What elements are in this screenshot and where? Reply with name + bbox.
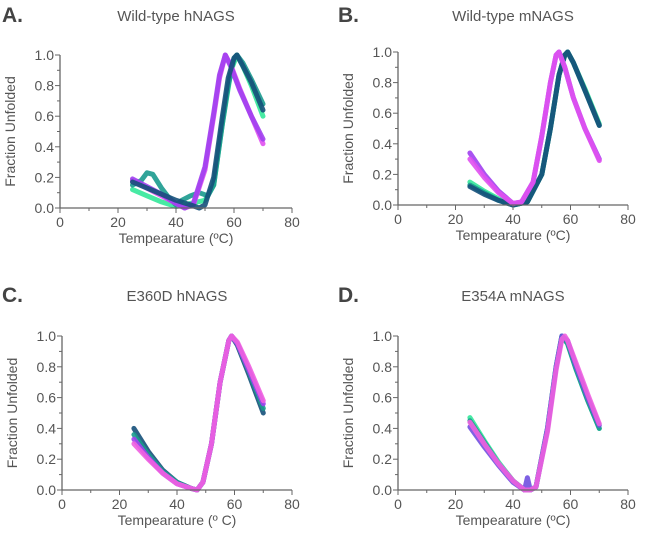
x-tick-label: 0: [394, 496, 402, 512]
x-tick-label: 0: [58, 496, 66, 512]
y-tick-label: 0.0: [373, 197, 393, 213]
chart-title: Wild-type hNAGS: [117, 8, 235, 25]
x-tick-label: 80: [284, 214, 300, 230]
x-tick-label: 60: [226, 214, 242, 230]
y-tick-label: 0.0: [35, 200, 55, 216]
series-line-1: [467, 333, 602, 493]
x-tick-label: 80: [620, 211, 636, 227]
panel-letter: A.: [2, 4, 23, 27]
chart-panel-a: A. Wild-type hNAGS 0 20 40 60 80 0.0 0.2 0.4 0.6 0.…: [2, 4, 300, 246]
x-axis-label: Tempearature (º C): [118, 512, 237, 528]
y-axis-label: Fraction Unfolded: [340, 73, 356, 184]
y-tick-label: 1.0: [373, 44, 393, 60]
y-tick-label: 0.6: [373, 105, 393, 121]
y-tick-label: 1.0: [35, 47, 55, 63]
y-tick-label: 0.4: [37, 420, 57, 436]
y-tick-label: 0.2: [373, 451, 393, 467]
chart-title: Wild-type mNAGS: [452, 8, 574, 25]
y-tick-label: 0.4: [373, 420, 393, 436]
y-tick-label: 0.6: [373, 390, 393, 406]
x-tick-label: 60: [227, 496, 243, 512]
series-line-4: [467, 49, 602, 206]
chart-panel-c: C. E360D hNAGS 0 20 40 60 80 0.0 0.2 0.4 0.6 0.8 1.0…: [2, 284, 300, 528]
y-tick-label: 1.0: [37, 328, 57, 344]
y-tick-label: 0.2: [35, 169, 55, 185]
y-tick-label: 0.8: [373, 75, 393, 91]
x-tick-label: 80: [620, 496, 636, 512]
chart-panel-b: B. Wild-type mNAGS 0 20 40 60 80 0.0 0.2 0.4 0.6 0.…: [338, 4, 636, 243]
y-axis-label: Fraction Unfolded: [340, 358, 356, 469]
x-tick-label: 20: [448, 211, 464, 227]
panel-letter: D.: [338, 284, 359, 307]
series-line-2: [467, 333, 602, 493]
y-tick-label: 0.8: [35, 78, 55, 94]
y-tick-label: 0.8: [37, 359, 57, 375]
y-axis-label: Fraction Unfolded: [4, 358, 20, 469]
x-tick-label: 40: [505, 496, 521, 512]
x-tick-label: 40: [505, 211, 521, 227]
x-axis-label: Tempearature (ºC): [456, 227, 571, 243]
x-tick-label: 20: [110, 214, 126, 230]
x-tick-label: 60: [563, 211, 579, 227]
chart-title: E360D hNAGS: [127, 288, 228, 305]
x-tick-label: 20: [448, 496, 464, 512]
chart-panel-d: D. E354A mNAGS 0 20 40 60 80 0.0 0.2 0.4 0.6 0.8 1.0…: [338, 284, 636, 528]
x-tick-label: 60: [563, 496, 579, 512]
series-line-3: [467, 333, 602, 493]
y-tick-label: 0.2: [373, 166, 393, 182]
y-tick-label: 0.0: [37, 482, 57, 498]
series-line-0: [467, 333, 602, 493]
x-tick-label: 20: [112, 496, 128, 512]
series-line-3: [131, 333, 266, 493]
series-line-2: [467, 49, 602, 208]
x-tick-label: 80: [284, 496, 300, 512]
y-tick-label: 0.6: [37, 390, 57, 406]
x-tick-label: 0: [394, 211, 402, 227]
y-tick-label: 0.4: [35, 139, 55, 155]
y-axis-label: Fraction Unfolded: [2, 76, 18, 187]
y-tick-label: 0.0: [373, 482, 393, 498]
y-tick-label: 0.8: [373, 359, 393, 375]
x-axis-label: Tempearature (ºC): [456, 512, 571, 528]
panel-letter: C.: [2, 284, 23, 307]
series-line-4: [130, 52, 266, 211]
x-tick-label: 0: [56, 214, 64, 230]
x-tick-label: 40: [168, 214, 184, 230]
x-axis-label: Tempearature (ºC): [119, 230, 234, 246]
y-tick-label: 1.0: [373, 328, 393, 344]
panel-letter: B.: [338, 4, 359, 27]
y-tick-label: 0.6: [35, 108, 55, 124]
y-tick-label: 0.2: [37, 451, 57, 467]
y-tick-label: 0.4: [373, 136, 393, 152]
x-tick-label: 40: [169, 496, 185, 512]
series-line-3: [130, 52, 266, 211]
chart-title: E354A mNAGS: [461, 288, 564, 305]
